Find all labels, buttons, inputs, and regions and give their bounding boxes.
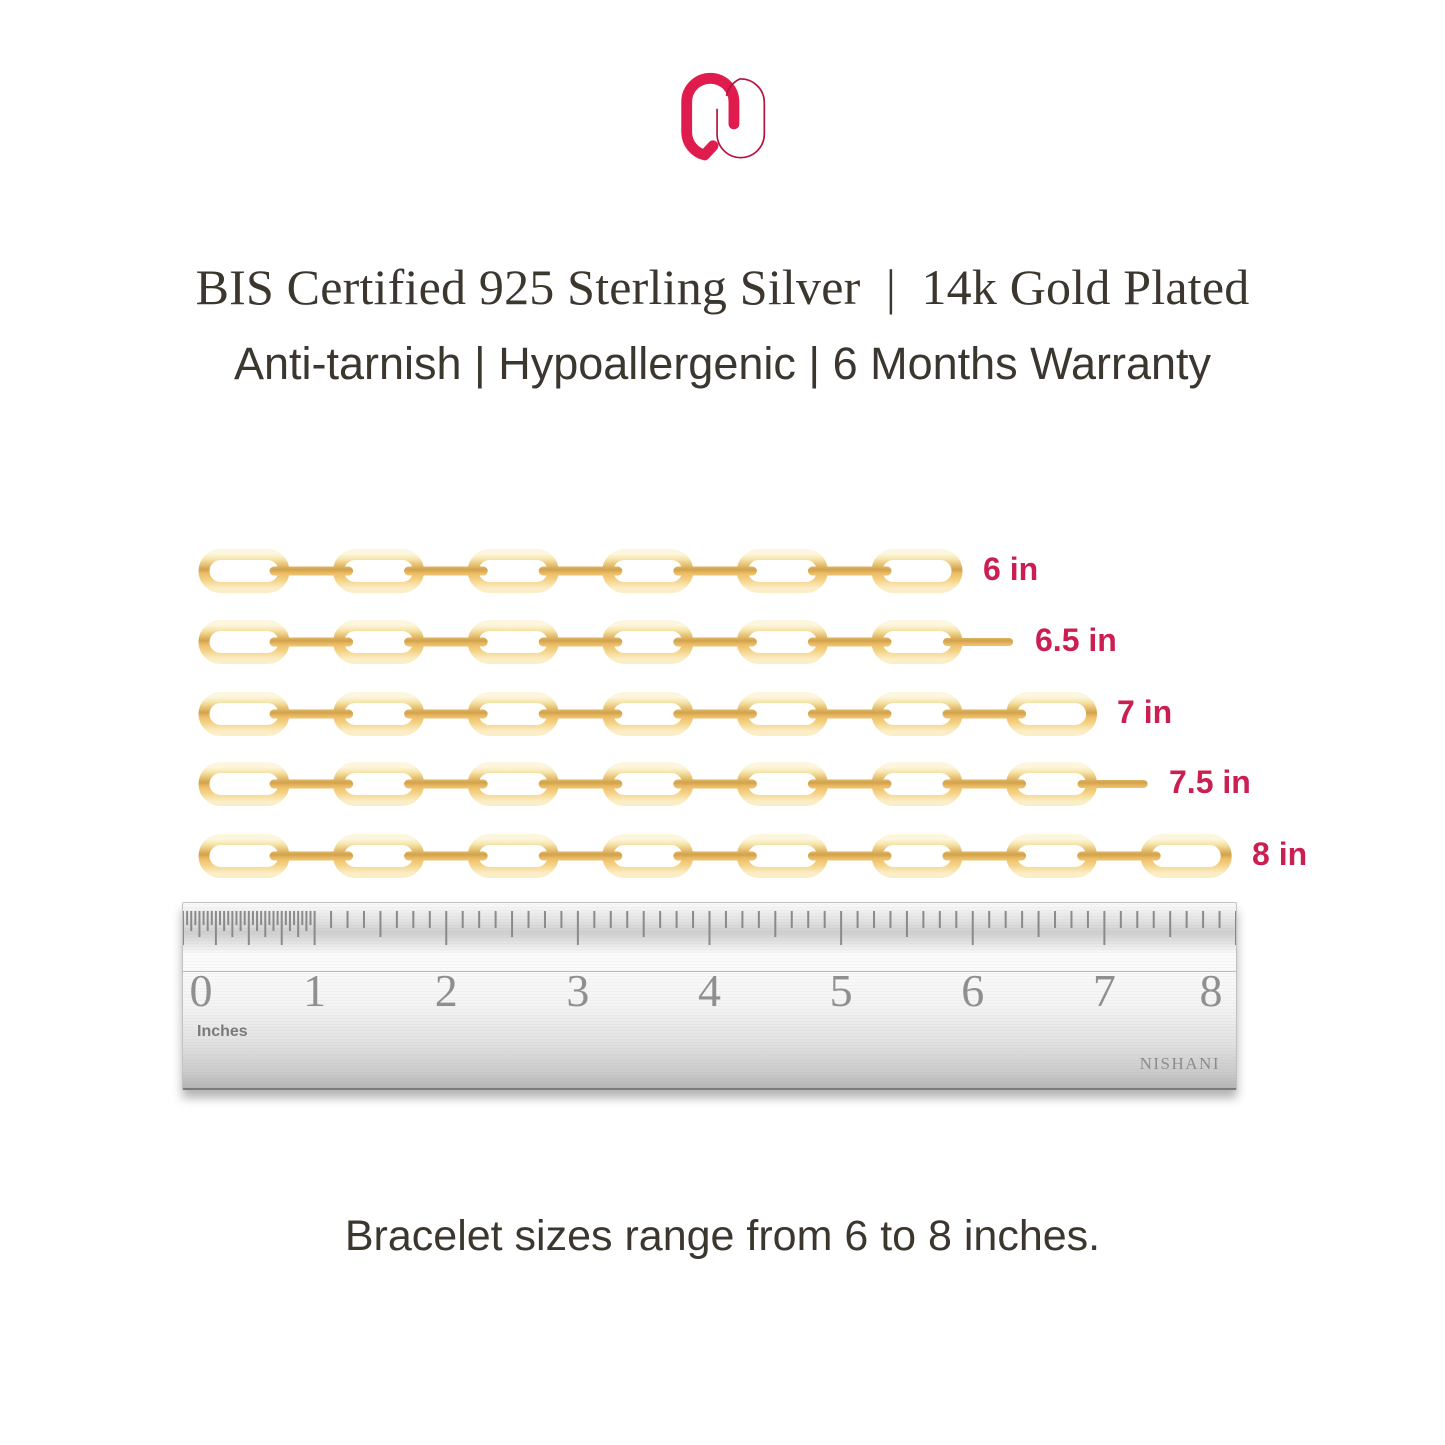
svg-text:3: 3 bbox=[566, 965, 589, 1016]
svg-text:1: 1 bbox=[303, 965, 326, 1016]
svg-text:2: 2 bbox=[435, 965, 458, 1016]
svg-text:0: 0 bbox=[190, 965, 213, 1016]
svg-text:5: 5 bbox=[830, 965, 853, 1016]
svg-text:7: 7 bbox=[1093, 965, 1116, 1016]
svg-text:6: 6 bbox=[961, 965, 984, 1016]
svg-text:8: 8 bbox=[1200, 965, 1223, 1016]
svg-text:4: 4 bbox=[698, 965, 721, 1016]
